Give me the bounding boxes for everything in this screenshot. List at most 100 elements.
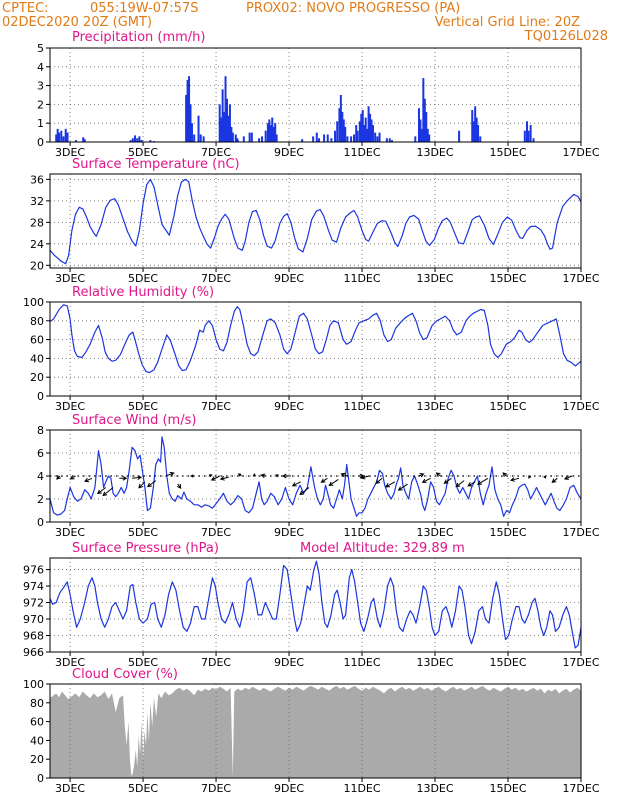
precip-bar (523, 130, 526, 142)
precip-bar (358, 121, 361, 142)
precip-bar (364, 117, 367, 142)
wind-direction-arrow (299, 487, 310, 496)
precip-title: Precipitation (mm/h) (72, 30, 205, 45)
precip-bar (64, 128, 67, 142)
wind-direction-arrow (435, 472, 441, 477)
precip-bar (197, 115, 200, 142)
precip-bar (55, 134, 58, 142)
precip-bar (334, 130, 337, 142)
temp-xtick-label: 15DEC (489, 272, 526, 285)
precip-bar (353, 134, 356, 142)
precip-xtick-label: 7DEC (201, 146, 231, 159)
rh-panel: 0 20 40 60 80 100 3DEC 5DEC 7DEC 9DEC 11DEC 13DEC 15… (23, 296, 600, 413)
precip-bar (301, 139, 304, 142)
wind-direction-arrow (210, 475, 220, 481)
temp-xtick-label: 7DEC (201, 272, 231, 285)
precip-bar (258, 138, 261, 142)
precip-bar (423, 98, 426, 142)
wind-xtick-label: 15DEC (489, 526, 526, 539)
press-ytick-label: 976 (23, 564, 44, 577)
precip-bar (360, 113, 363, 142)
wind-direction-arrow (138, 481, 146, 489)
header-run: 02DEC2020 20Z (GMT) (2, 15, 152, 30)
wind-title: Surface Wind (m/s) (72, 413, 196, 428)
precip-bar (230, 126, 233, 142)
cloud-xtick-label: 17DEC (562, 782, 599, 795)
precip-bar (186, 79, 189, 142)
temp-xtick-label: 3DEC (55, 272, 85, 285)
press-series-line (49, 560, 582, 649)
precip-bar (60, 130, 63, 142)
press-ytick-label: 968 (23, 630, 44, 643)
precip-bar (477, 125, 480, 142)
rh-series-line (49, 304, 582, 374)
rh-ytick-label: 60 (30, 334, 44, 347)
precip-bar (369, 113, 372, 142)
precip-bar (231, 132, 234, 142)
wind-direction-arrow (119, 475, 128, 481)
precip-bar (344, 126, 347, 142)
precip-bar (82, 137, 85, 142)
wind-direction-arrow (384, 481, 396, 488)
cloud-xtick-label: 7DEC (201, 782, 231, 795)
precip-ytick-label: 0 (37, 136, 44, 149)
precip-bar (529, 125, 532, 142)
wind-direction-arrow (543, 475, 547, 479)
precip-bar (274, 123, 277, 142)
press-ytick-label: 966 (23, 646, 44, 659)
rh-xtick-label: 3DEC (55, 400, 85, 413)
cloud-cover-area (50, 685, 581, 778)
precip-bar (475, 117, 478, 142)
wind-direction-arrow (69, 475, 76, 480)
wind-direction-arrow (467, 481, 476, 487)
cloud-xtick-label: 13DEC (416, 782, 453, 795)
press-ytick-label: 974 (23, 580, 44, 593)
header-source: CPTEC: (2, 1, 49, 16)
precip-bar (472, 121, 475, 142)
cloud-xtick-label: 11DEC (343, 782, 380, 795)
precip-bar (227, 115, 230, 142)
precip-bar (202, 136, 205, 142)
wind-direction-arrow (476, 477, 489, 485)
precip-bar (323, 134, 326, 142)
press-xtick-label: 7DEC (201, 656, 231, 669)
rh-title: Relative Humidity (%) (72, 285, 214, 300)
temp-xtick-label: 5DEC (128, 272, 158, 285)
precip-bar (129, 140, 132, 142)
wind-direction-arrow (320, 477, 328, 483)
precip-bar (378, 132, 381, 142)
wind-direction-arrow (455, 480, 465, 488)
precip-bar (417, 108, 420, 142)
precip-bar (218, 104, 221, 142)
rh-xtick-label: 9DEC (274, 400, 304, 413)
wind-xtick-label: 3DEC (55, 526, 85, 539)
wind-direction-arrow (360, 474, 370, 480)
rh-xtick-label: 13DEC (416, 400, 453, 413)
wind-xtick-label: 9DEC (274, 526, 304, 539)
wind-direction-arrow (340, 472, 348, 478)
rh-xtick-label: 5DEC (128, 400, 158, 413)
wind-direction-arrow (260, 473, 266, 479)
precip-bar (390, 140, 393, 142)
cloud-title: Cloud Cover (%) (72, 667, 178, 682)
precip-bar (363, 125, 366, 142)
precip-bar (425, 111, 428, 142)
rh-ytick-label: 40 (30, 352, 44, 365)
precip-bar (330, 138, 333, 142)
press-xtick-label: 15DEC (489, 656, 526, 669)
precip-bar (527, 130, 530, 142)
cloud-xtick-label: 3DEC (55, 782, 85, 795)
precip-bar (58, 132, 61, 142)
precip-bar (471, 110, 474, 142)
precip-bar (426, 128, 429, 142)
wind-direction-arrow (132, 475, 143, 481)
temp-xtick-label: 11DEC (343, 272, 380, 285)
cloud-panel: 0 20 40 60 80 100 3DEC 5DEC 7DEC 9DEC 11DEC 13DEC 15… (23, 678, 600, 795)
precip-bar (190, 123, 193, 142)
precip-bar (138, 136, 141, 142)
precip-bar (248, 132, 251, 142)
press-model-altitude: Model Altitude: 329.89 m (300, 541, 465, 556)
precip-bar (269, 125, 272, 142)
precip-ytick-label: 5 (37, 42, 44, 55)
